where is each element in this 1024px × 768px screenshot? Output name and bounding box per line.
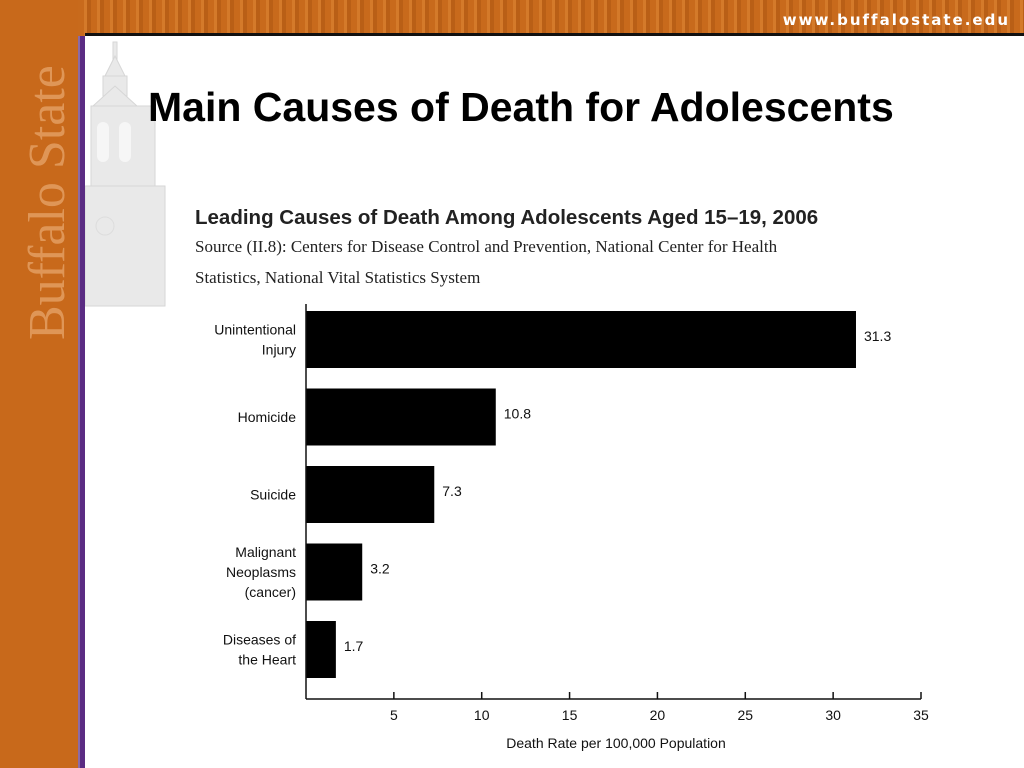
clock-tower-watermark xyxy=(85,41,166,307)
category-label-0-1: Injury xyxy=(262,342,296,358)
side-rule xyxy=(78,36,87,768)
data-label-4: 1.7 xyxy=(344,638,364,654)
chart-source-line-2: Statistics, National Vital Statistics Sy… xyxy=(195,268,480,287)
bar-4 xyxy=(306,621,336,678)
causes-of-death-chart: Leading Causes of Death Among Adolescent… xyxy=(195,206,929,751)
bar-3 xyxy=(306,543,363,601)
x-axis-label: Death Rate per 100,000 Population xyxy=(506,735,726,751)
site-url[interactable]: www.buffalostate.edu xyxy=(782,11,1010,29)
data-label-3: 3.2 xyxy=(370,561,390,577)
x-tick-label-2: 15 xyxy=(562,707,578,723)
category-label-1-0: Homicide xyxy=(238,409,297,425)
header-rule xyxy=(85,33,1024,36)
category-label-2-0: Suicide xyxy=(250,487,296,503)
chart-title: Leading Causes of Death Among Adolescent… xyxy=(195,206,818,229)
slide-canvas: Main Causes of Death for Adolescents Lea… xyxy=(85,36,1024,768)
chart-source-line-1: Source (II.8): Centers for Disease Contr… xyxy=(195,237,778,256)
header-band: www.buffalostate.edu xyxy=(0,0,1024,36)
slide-title: Main Causes of Death for Adolescents xyxy=(148,84,894,130)
bar-0 xyxy=(306,311,856,368)
x-tick-label-5: 30 xyxy=(825,707,841,723)
logo-wordmark: Buffalo State xyxy=(19,65,76,340)
x-tick-label-6: 35 xyxy=(913,707,929,723)
buffalo-state-logo: Buffalo State xyxy=(19,65,76,340)
bar-2 xyxy=(306,466,435,523)
bar-1 xyxy=(306,388,496,446)
x-tick-label-3: 20 xyxy=(650,707,666,723)
category-label-3-2: (cancer) xyxy=(245,584,296,600)
data-label-0: 31.3 xyxy=(864,328,891,344)
category-label-0-0: Unintentional xyxy=(214,322,296,338)
data-label-1: 10.8 xyxy=(504,406,531,422)
x-tick-label-4: 25 xyxy=(737,707,753,723)
category-label-4-0: Diseases of xyxy=(223,632,296,648)
category-label-3-1: Neoplasms xyxy=(226,564,296,580)
category-label-3-0: Malignant xyxy=(235,544,296,560)
side-band: Buffalo State xyxy=(0,0,78,768)
category-label-4-1: the Heart xyxy=(238,652,296,668)
x-tick-label-0: 5 xyxy=(390,707,398,723)
data-label-2: 7.3 xyxy=(442,483,462,499)
x-tick-label-1: 10 xyxy=(474,707,490,723)
